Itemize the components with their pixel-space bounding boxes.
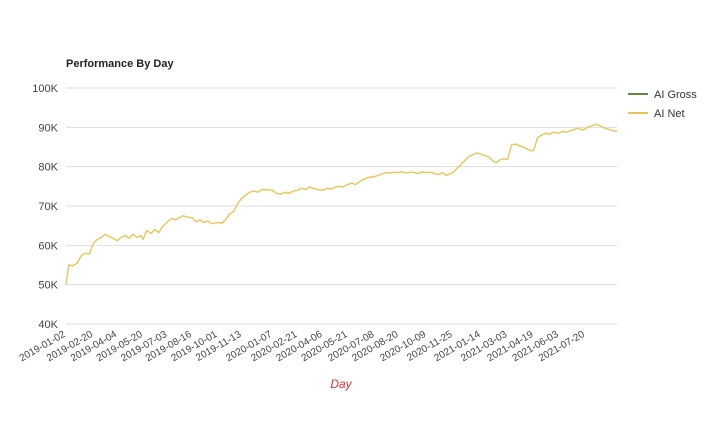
legend-label-ai-gross[interactable]: AI Gross: [654, 89, 697, 101]
y-axis: 40K 50K 60K 70K 80K 90K 100K: [32, 83, 58, 331]
legend: AI Gross AI Net: [628, 89, 697, 120]
x-axis: 2019-01-022019-02-202019-04-042019-05-20…: [18, 329, 587, 364]
chart-title: Performance By Day: [66, 58, 174, 70]
y-tick-label: 60K: [38, 240, 58, 252]
series-line-ai-net: [65, 123, 618, 285]
y-tick-label: 50K: [38, 280, 58, 292]
series-lines: [65, 123, 618, 285]
y-tick-label: 90K: [38, 122, 58, 134]
y-tick-label: 40K: [38, 319, 58, 331]
y-tick-label: 80K: [38, 162, 58, 174]
gridlines: [66, 87, 617, 325]
legend-label-ai-net[interactable]: AI Net: [654, 108, 685, 120]
y-tick-label: 70K: [38, 201, 58, 213]
y-tick-label: 100K: [32, 83, 58, 95]
x-axis-label: Day: [330, 377, 352, 391]
